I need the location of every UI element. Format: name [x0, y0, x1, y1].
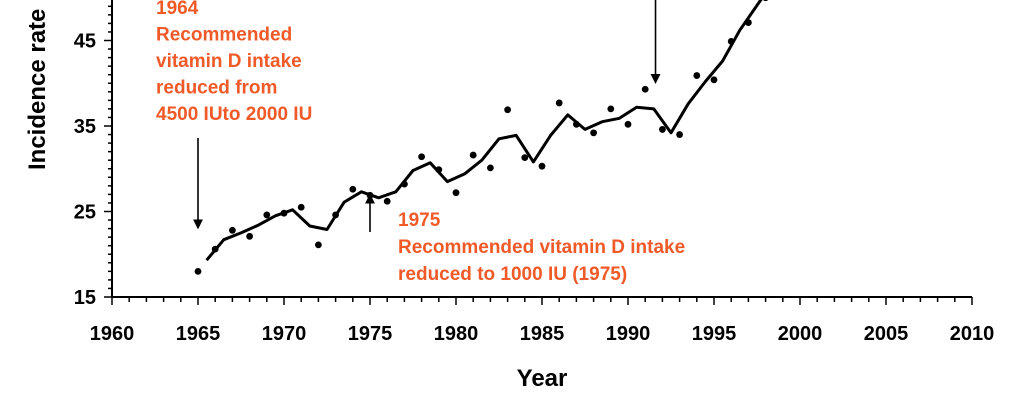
- y-tick-label: 45: [74, 31, 96, 53]
- data-point: [659, 126, 666, 133]
- data-point: [693, 72, 701, 79]
- x-tick-label: 1980: [434, 323, 479, 345]
- annotation-text: Recommended vitamin D intake: [398, 237, 685, 258]
- data-point: [555, 99, 563, 107]
- data-point: [349, 185, 357, 193]
- data-point: [315, 241, 322, 249]
- annotation-text: 4500 IUto 2000 IU: [156, 104, 312, 125]
- x-tick-label: 2010: [950, 323, 995, 345]
- y-tick-label: 15: [74, 287, 96, 309]
- y-axis-title: Incidence rate: [24, 9, 51, 170]
- x-axis-title: Year: [517, 365, 568, 392]
- trend-line: [205, 0, 763, 262]
- x-tick-label: 1990: [606, 323, 651, 345]
- annotation-text: reduced from: [156, 78, 277, 99]
- plot-area: 1960 1965 1970 1975 1980 1985 1990 1995 2000 2005…: [74, 0, 995, 345]
- x-tick-label: 1995: [692, 323, 737, 345]
- x-tick-label: 1965: [176, 323, 221, 345]
- data-point: [676, 131, 683, 138]
- annotation-text: reduced to 1000 IU (1975): [398, 264, 627, 285]
- data-point: [487, 164, 494, 172]
- data-point: [418, 153, 425, 161]
- data-point: [641, 85, 649, 93]
- data-point: [469, 151, 477, 159]
- y-tick-label: 25: [74, 202, 96, 224]
- x-tick-label: 2005: [864, 323, 909, 345]
- data-point: [194, 267, 202, 275]
- annotation-text: 1964: [156, 0, 199, 19]
- data-point: [538, 162, 546, 170]
- data-point: [383, 197, 391, 205]
- data-point: [229, 226, 236, 234]
- data-point: [710, 76, 718, 84]
- x-tick-label: 1960: [90, 323, 135, 345]
- data-point: [624, 120, 632, 128]
- data-point: [590, 129, 597, 137]
- x-tick-label: 2000: [778, 323, 823, 345]
- data-point: [452, 189, 460, 197]
- annotation-text: Recommended: [156, 25, 292, 46]
- data-point: [504, 106, 511, 114]
- y-tick-label: 35: [74, 116, 96, 138]
- data-point: [246, 232, 254, 240]
- data-point: [297, 203, 305, 211]
- annotation-text: vitamin D intake: [156, 51, 302, 72]
- annotation-text: 1975: [398, 210, 441, 231]
- data-point: [763, 0, 769, 2]
- data-point: [263, 211, 271, 219]
- x-tick-label: 1970: [262, 323, 307, 345]
- data-point: [607, 105, 615, 113]
- x-tick-label: 1985: [520, 323, 565, 345]
- data-point: [521, 154, 529, 162]
- x-tick-label: 1975: [348, 323, 393, 345]
